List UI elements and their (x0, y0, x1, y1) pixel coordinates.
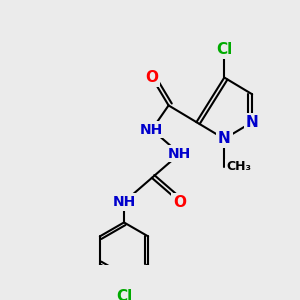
Text: CH₃: CH₃ (227, 160, 252, 173)
Text: Cl: Cl (216, 42, 232, 57)
Text: NH: NH (140, 123, 164, 136)
Text: O: O (146, 70, 158, 85)
Text: N: N (218, 131, 231, 146)
Text: N: N (246, 115, 259, 130)
Text: O: O (173, 194, 186, 209)
Text: NH: NH (168, 147, 191, 161)
Text: NH: NH (112, 195, 136, 209)
Text: Cl: Cl (116, 289, 132, 300)
